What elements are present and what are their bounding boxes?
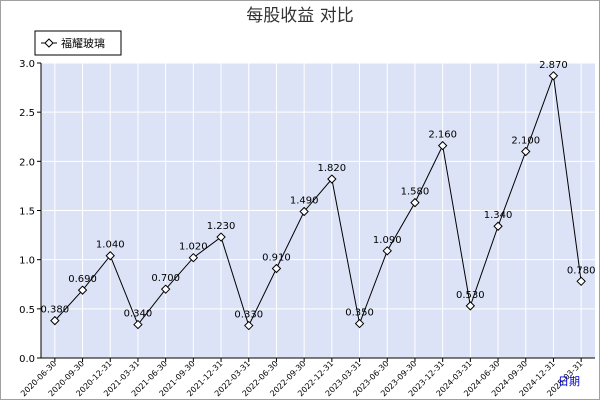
data-label: 0.340 [124,309,153,320]
legend-entry-label: 福耀玻璃 [61,36,105,50]
y-tick-label: 3.0 [19,59,35,70]
data-point-marker [493,221,503,231]
data-label: 0.690 [68,274,97,285]
data-point-marker [548,71,559,81]
data-point-marker [133,319,143,330]
data-label: 1.020 [179,242,208,253]
data-point-marker [382,246,392,256]
data-point-marker [521,146,531,157]
data-label: 2.160 [428,130,457,141]
data-label: 0.700 [151,273,180,284]
series-group: 0.380 0.690 1.040 0.340 0.700 1.020 1.230 0.330… [41,60,596,331]
data-point-marker [410,197,420,208]
grid-lines [41,62,595,358]
data-point-marker [271,263,282,274]
data-point-marker [160,284,171,294]
data-label: 0.330 [234,310,263,321]
x-axis-ticks: 2020-06-302020-09-302020-12-312021-03-31… [19,358,585,398]
data-label: 1.340 [484,210,513,221]
data-point-marker [105,251,115,261]
y-tick-label: 2.5 [19,108,35,119]
x-axis-label: 日期 [558,375,580,388]
data-point-marker [188,252,199,263]
data-point-marker [50,315,60,326]
data-point-marker [437,140,448,151]
data-label: 2.100 [511,136,540,147]
data-point-marker [299,206,309,217]
data-label: 1.490 [290,195,319,206]
data-point-marker [244,320,254,331]
y-tick-label: 2.0 [19,157,35,168]
data-label: 0.780 [567,265,596,276]
data-point-marker [576,276,586,287]
data-label: 2.870 [539,60,568,71]
series-line [54,75,582,327]
y-tick-label: 1.0 [19,256,35,267]
y-axis-ticks: 0.0 0.5 1.0 1.5 2.0 2.5 3.0 [19,59,41,365]
data-label: 0.910 [262,253,291,264]
legend-diamond-icon [44,38,54,48]
data-label: 1.580 [401,187,430,198]
chart-title: 每股收益 对比 [246,6,353,26]
data-point-marker [216,232,226,242]
y-tick-label: 1.5 [19,207,35,218]
data-point-marker [354,318,365,329]
data-label: 1.040 [96,240,125,251]
data-point-marker [465,301,476,311]
data-label: 0.380 [41,305,70,316]
y-tick-label: 0.0 [19,354,35,365]
data-label: 0.530 [456,290,485,301]
legend: 福耀玻璃 [34,30,122,56]
y-tick-label: 0.5 [19,305,35,316]
data-label: 1.090 [373,235,402,246]
data-point-marker [327,174,337,184]
data-label: 1.230 [207,221,236,232]
data-label: 0.350 [345,308,374,319]
data-label: 1.820 [318,163,347,174]
data-point-marker [77,285,88,295]
